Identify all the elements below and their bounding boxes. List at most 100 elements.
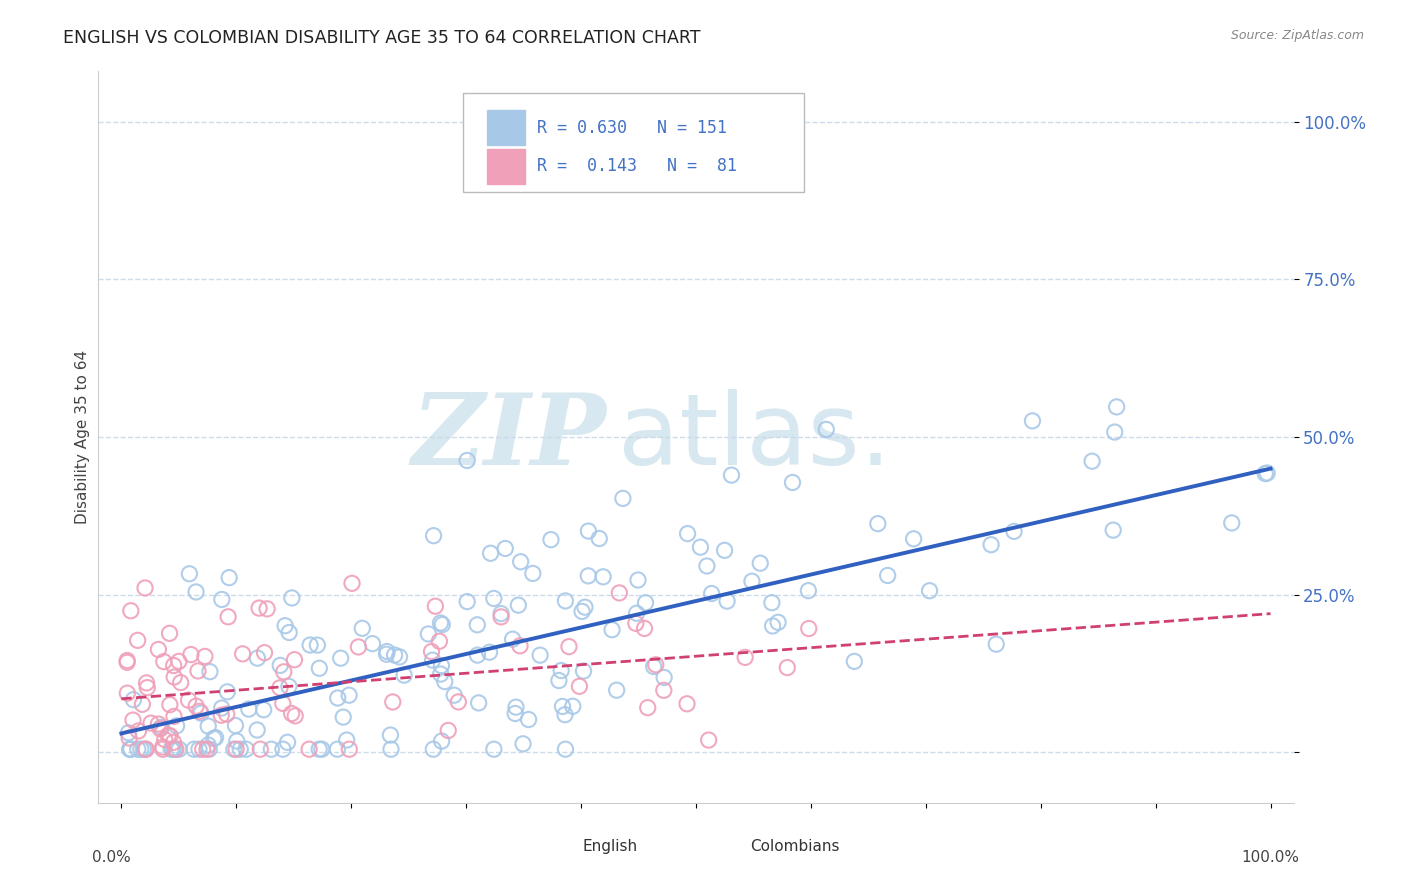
Text: 0.0%: 0.0% (93, 850, 131, 865)
Point (187, 664, 209, 678)
Point (135, 742, 157, 756)
Point (606, 683, 628, 698)
Point (918, 583, 941, 598)
Point (218, 571, 240, 585)
Point (720, 468, 742, 483)
Point (150, 720, 173, 734)
Point (198, 742, 221, 756)
Point (188, 742, 211, 756)
Text: 100.0%: 100.0% (1241, 850, 1299, 865)
Point (392, 668, 415, 682)
Point (986, 637, 1008, 651)
Point (644, 657, 666, 672)
Point (122, 713, 145, 727)
Point (425, 599, 447, 614)
Point (876, 568, 898, 582)
Point (554, 742, 576, 756)
Point (127, 742, 149, 756)
Point (197, 738, 219, 752)
Text: R = 0.630   N = 151: R = 0.630 N = 151 (537, 119, 727, 136)
Point (634, 596, 657, 610)
Point (152, 739, 174, 754)
Point (217, 685, 239, 699)
Point (260, 742, 283, 756)
Text: ENGLISH VS COLOMBIAN DISABILITY AGE 35 TO 64 CORRELATION CHART: ENGLISH VS COLOMBIAN DISABILITY AGE 35 T… (63, 29, 700, 46)
Point (1256, 466, 1278, 480)
FancyBboxPatch shape (486, 149, 524, 184)
Point (574, 600, 596, 615)
Point (429, 667, 451, 681)
Point (503, 706, 526, 721)
Point (326, 691, 349, 706)
Point (456, 453, 478, 467)
Point (148, 642, 170, 657)
Point (195, 742, 218, 756)
Point (554, 707, 576, 722)
Point (505, 700, 527, 714)
Point (162, 735, 184, 749)
Point (159, 729, 181, 743)
FancyBboxPatch shape (538, 830, 572, 862)
Point (159, 626, 181, 640)
Point (170, 675, 193, 690)
Point (152, 742, 174, 756)
Point (447, 695, 470, 709)
Point (299, 638, 322, 652)
FancyBboxPatch shape (463, 94, 804, 192)
Text: Source: ZipAtlas.com: Source: ZipAtlas.com (1230, 29, 1364, 42)
Point (815, 422, 838, 436)
Point (120, 742, 142, 756)
Point (136, 681, 159, 695)
Point (652, 671, 675, 685)
Point (637, 700, 659, 714)
Point (238, 702, 260, 716)
Text: R =  0.143   N =  81: R = 0.143 N = 81 (537, 157, 737, 175)
Point (166, 719, 188, 733)
Point (422, 529, 444, 543)
Point (1021, 414, 1043, 428)
Point (489, 607, 512, 621)
Point (307, 638, 329, 652)
Point (467, 696, 489, 710)
Point (162, 742, 184, 756)
Point (153, 655, 176, 669)
Point (422, 742, 444, 756)
Point (512, 737, 534, 751)
Point (186, 699, 208, 714)
Point (246, 651, 269, 665)
Point (741, 574, 763, 589)
Point (134, 581, 156, 595)
Point (540, 533, 562, 547)
Point (643, 659, 665, 673)
Point (782, 475, 804, 490)
Point (194, 649, 217, 664)
Point (352, 621, 374, 635)
Point (749, 556, 772, 570)
Point (159, 698, 181, 712)
Point (165, 742, 187, 756)
Point (572, 664, 595, 678)
Point (381, 695, 404, 709)
Point (163, 709, 186, 723)
Point (437, 723, 460, 738)
Point (167, 742, 190, 756)
Point (478, 645, 501, 659)
Point (576, 524, 599, 538)
Point (696, 559, 718, 574)
Point (247, 601, 270, 615)
Point (1081, 454, 1104, 468)
Point (215, 707, 238, 722)
Point (551, 699, 574, 714)
Point (548, 673, 571, 688)
Point (217, 609, 239, 624)
Point (197, 719, 219, 733)
Point (311, 742, 333, 756)
Point (676, 526, 699, 541)
Point (443, 688, 465, 702)
Point (184, 585, 207, 599)
Point (509, 555, 531, 569)
Point (183, 742, 205, 756)
Point (148, 717, 170, 731)
Point (467, 648, 489, 662)
Point (550, 664, 572, 678)
